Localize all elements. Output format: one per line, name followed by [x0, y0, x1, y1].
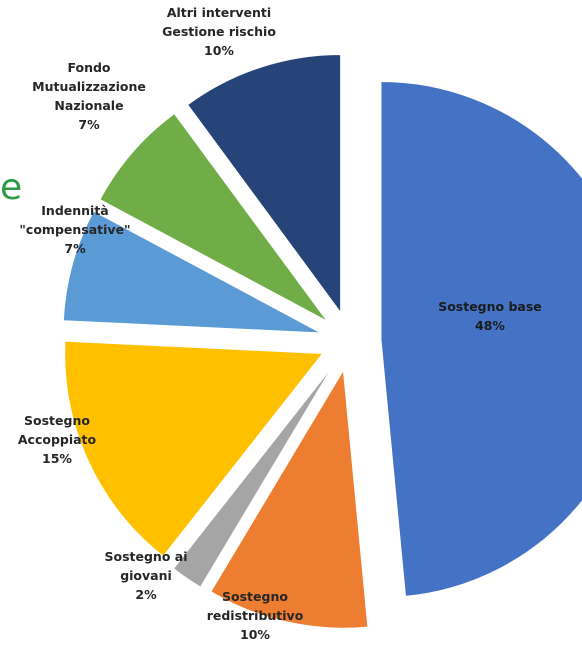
pie-slice-0 [380, 81, 582, 597]
pie-slice-4 [62, 210, 322, 334]
slice-label-5: Fondo Mutualizzazione Nazionale 7% [32, 60, 146, 132]
pie-slice-2 [172, 365, 334, 588]
slice-label-0: Sostegno base 48% [438, 299, 542, 333]
slice-label-2: Sostegno ai giovani 2% [105, 549, 188, 602]
slice-label-4: Indennità "compensative" 7% [19, 203, 130, 256]
pie-slice-6 [186, 53, 342, 315]
slice-label-1: Sostegno redistributivo 10% [207, 589, 304, 642]
pie-slice-1 [210, 368, 369, 629]
pie-slice-5 [99, 112, 328, 322]
slice-label-6: Altri interventi Gestione rischio 10% [162, 5, 276, 58]
pie-slice-3 [64, 340, 324, 557]
cropped-text-fragment: e [0, 167, 23, 208]
slice-label-3: Sostegno Accoppiato 15% [18, 413, 97, 466]
